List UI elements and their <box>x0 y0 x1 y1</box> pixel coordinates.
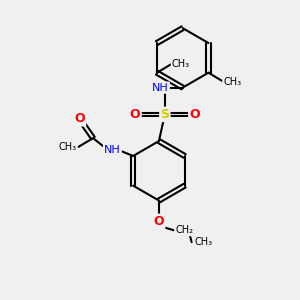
Text: CH₃: CH₃ <box>59 142 77 152</box>
Text: NH: NH <box>152 82 169 93</box>
Text: CH₃: CH₃ <box>194 237 213 247</box>
Text: O: O <box>74 112 85 125</box>
Text: CH₂: CH₂ <box>175 225 193 235</box>
Text: S: S <box>160 108 169 121</box>
Text: O: O <box>130 108 140 121</box>
Text: O: O <box>189 108 200 121</box>
Text: NH: NH <box>104 145 121 155</box>
Text: CH₃: CH₃ <box>172 59 190 69</box>
Text: O: O <box>154 215 164 228</box>
Text: CH₃: CH₃ <box>223 76 241 87</box>
